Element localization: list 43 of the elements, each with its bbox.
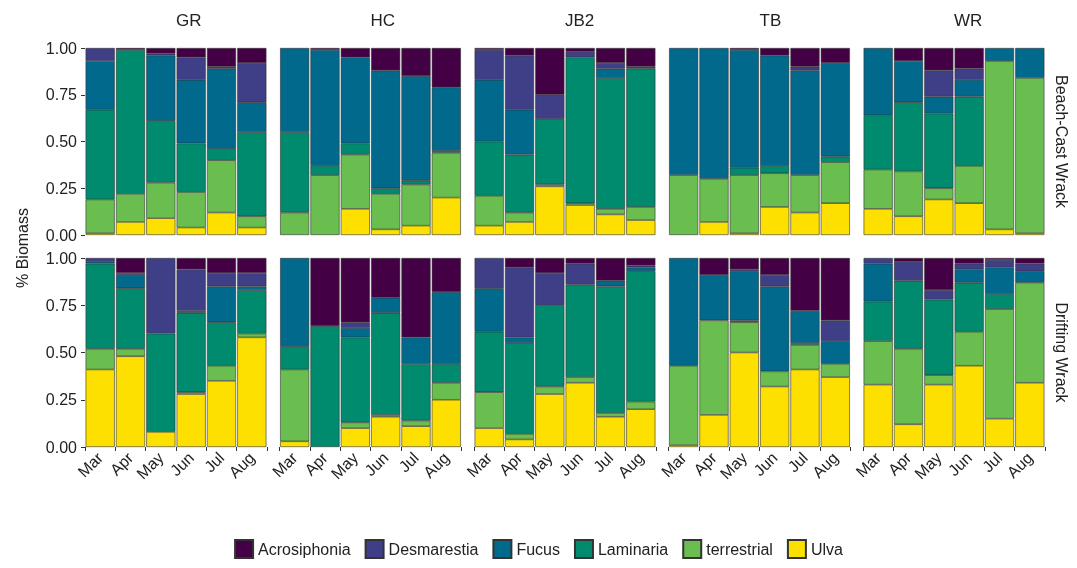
y-tick-label: 0.75 [45, 86, 78, 104]
x-tick-label: Jun [555, 448, 587, 480]
y-tick-label: 0.75 [45, 296, 78, 314]
y-tick-label: 0.25 [45, 179, 78, 197]
chart-title: TB [759, 11, 782, 30]
x-tick-label: Jun [750, 448, 781, 480]
y-tick-label: 0.50 [45, 133, 78, 150]
x-tick-label: Mar [852, 448, 885, 481]
chart-title: GR [176, 11, 202, 30]
y-tick-label: 0.50 [45, 344, 78, 361]
x-tick-label: Aug [225, 448, 258, 482]
x-tick-label: Aug [1003, 448, 1036, 482]
y-tick-label: 0.25 [45, 391, 78, 409]
y-tick-label: 1.00 [45, 249, 78, 267]
x-tick-label: Mar [463, 448, 496, 481]
x-tick-label: Aug [809, 448, 842, 482]
y-tick-label: 0.00 [45, 438, 78, 456]
legend-label: Fucus [516, 540, 560, 558]
x-tick-label: Jun [166, 448, 198, 480]
x-tick-label: Jul [590, 448, 617, 476]
x-tick-label: Jul [395, 448, 423, 476]
x-tick-label: Mar [658, 448, 691, 481]
x-tick-label: Aug [420, 448, 453, 482]
legend-label: terrestrial [706, 540, 773, 558]
legend-label: Desmarestia [388, 540, 479, 558]
x-tick-label: Jul [979, 448, 1006, 476]
chart-title: HC [370, 11, 396, 30]
text: Drifting Wrack [1052, 302, 1070, 404]
legend-label: Ulva [810, 540, 844, 558]
x-tick-label: Jun [944, 448, 976, 480]
legend-label: Laminaria [597, 540, 669, 558]
x-tick-label: Mar [269, 448, 302, 481]
y-tick-label: 1.00 [45, 39, 78, 57]
chart-title: JB2 [565, 11, 595, 30]
y-tick-label: 0.00 [45, 226, 78, 244]
x-tick-label: Jun [361, 448, 392, 480]
x-tick-label: Aug [614, 448, 647, 482]
y-axis-title: % Biomass [13, 207, 31, 289]
chart-title: WR [954, 11, 983, 30]
text: Beach-Cast Wrack [1052, 74, 1070, 210]
x-tick-label: Jul [784, 448, 812, 476]
legend-label: Acrosiphonia [258, 540, 351, 558]
x-tick-label: Jul [201, 448, 228, 476]
